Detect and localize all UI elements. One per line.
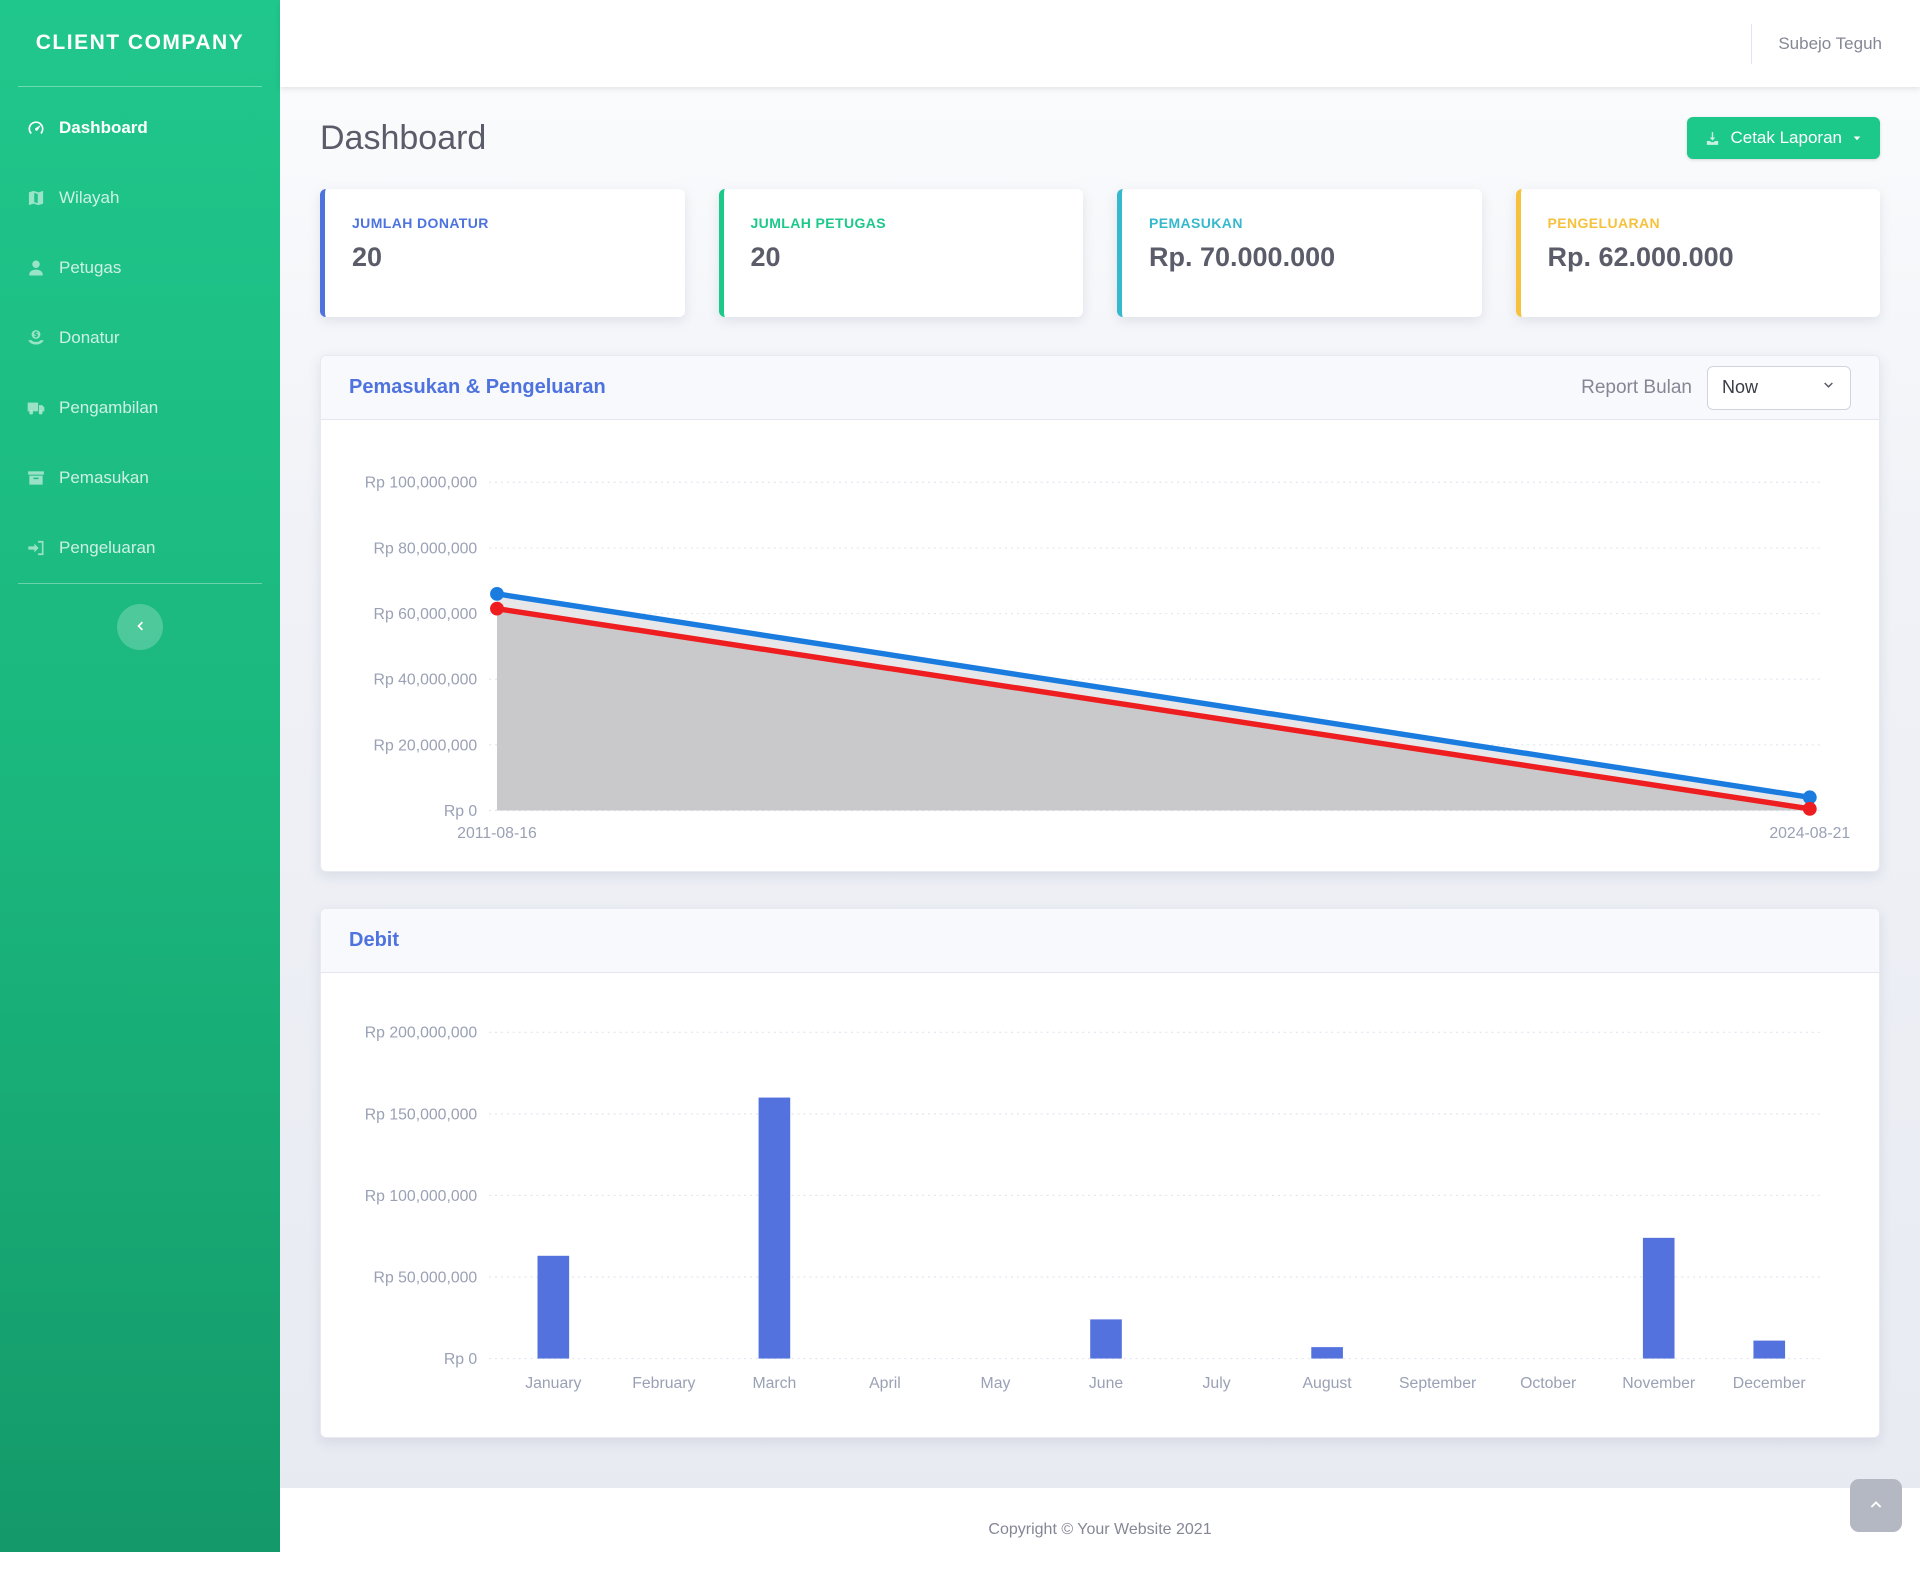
report-month-selected-value: Now (1722, 377, 1758, 398)
map-icon (26, 188, 46, 208)
sidebar-item-wilayah[interactable]: Wilayah (0, 163, 280, 233)
sign-in-icon (26, 538, 46, 558)
sidebar-item-label: Petugas (59, 258, 121, 278)
sidebar-item-pemasukan[interactable]: Pemasukan (0, 443, 280, 513)
topbar: Subejo Teguh (280, 0, 1920, 87)
sidebar-collapse-button[interactable] (117, 604, 163, 650)
main-column: Subejo Teguh Dashboard Cetak Laporan (280, 0, 1920, 1552)
svg-text:Rp 0: Rp 0 (444, 1351, 478, 1368)
brand[interactable]: CLIENT COMPANY (0, 0, 280, 86)
stat-card-value: 20 (751, 242, 1057, 273)
stat-card-pengeluaran: PENGELUARAN Rp. 62.000.000 (1516, 189, 1881, 317)
svg-text:Rp 80,000,000: Rp 80,000,000 (374, 540, 478, 557)
svg-text:January: January (525, 1375, 581, 1392)
download-icon (1704, 130, 1721, 147)
sidebar-item-label: Wilayah (59, 188, 119, 208)
chevron-up-icon (1867, 1495, 1885, 1516)
debit-bar-chart: Rp 0 Rp 50,000,000 Rp 100,000,000 Rp 150,00… (321, 973, 1879, 1438)
svg-text:Rp 200,000,000: Rp 200,000,000 (365, 1025, 478, 1042)
line-chart-card: Pemasukan & Pengeluaran Report Bulan Now… (320, 355, 1880, 872)
donate-icon (26, 328, 46, 348)
svg-text:Rp 20,000,000: Rp 20,000,000 (374, 737, 478, 754)
report-bulan-group: Report Bulan Now (1581, 366, 1851, 410)
stat-cards-row: JUMLAH DONATUR 20 JUMLAH PETUGAS 20 PEMA… (320, 189, 1880, 317)
svg-text:July: July (1203, 1375, 1231, 1392)
archive-icon (26, 468, 46, 488)
svg-text:Rp 100,000,000: Rp 100,000,000 (365, 475, 478, 492)
svg-text:September: September (1399, 1375, 1476, 1392)
sidebar-item-label: Dashboard (59, 118, 148, 138)
truck-icon (26, 398, 46, 418)
stat-card-label: PEMASUKAN (1149, 215, 1455, 231)
stat-card-value: Rp. 62.000.000 (1548, 242, 1854, 273)
sidebar-item-pengeluaran[interactable]: Pengeluaran (0, 513, 280, 583)
svg-text:Rp 0: Rp 0 (444, 803, 478, 820)
sidebar-item-label: Pemasukan (59, 468, 149, 488)
report-month-select[interactable]: Now (1707, 366, 1851, 410)
page-title: Dashboard (320, 119, 486, 158)
svg-text:2024-08-21: 2024-08-21 (1769, 825, 1850, 842)
svg-text:Rp 100,000,000: Rp 100,000,000 (365, 1188, 478, 1205)
svg-text:December: December (1733, 1375, 1806, 1392)
stat-card-label: JUMLAH DONATUR (352, 215, 658, 231)
bar-chart-title: Debit (349, 929, 399, 952)
cetak-laporan-label: Cetak Laporan (1730, 128, 1842, 148)
svg-text:November: November (1622, 1375, 1695, 1392)
footer: Copyright © Your Website 2021 (280, 1488, 1920, 1572)
svg-text:August: August (1303, 1375, 1353, 1392)
svg-text:2011-08-16: 2011-08-16 (457, 825, 537, 842)
sidebar-nav: Dashboard Wilayah Petugas Donatur Pengambila… (0, 87, 280, 583)
sidebar-item-label: Pengeluaran (59, 538, 155, 558)
bar-chart-card-header: Debit (321, 909, 1879, 973)
user-menu[interactable]: Subejo Teguh (1751, 24, 1882, 64)
footer-copyright: Copyright © Your Website 2021 (988, 1521, 1211, 1539)
sidebar-item-pengambilan[interactable]: Pengambilan (0, 373, 280, 443)
sidebar: CLIENT COMPANY Dashboard Wilayah Petugas Do… (0, 0, 280, 1552)
pemasukan-pengeluaran-line-chart: Rp 0 Rp 20,000,000 Rp 40,000,000 Rp 60,000,… (321, 420, 1879, 871)
svg-text:Rp 150,000,000: Rp 150,000,000 (365, 1106, 478, 1123)
stat-card-pemasukan: PEMASUKAN Rp. 70.000.000 (1117, 189, 1482, 317)
cetak-laporan-button[interactable]: Cetak Laporan (1687, 117, 1880, 159)
tachometer-icon (26, 118, 46, 138)
user-icon (26, 258, 46, 278)
report-bulan-label: Report Bulan (1581, 377, 1692, 399)
line-chart-card-header: Pemasukan & Pengeluaran Report Bulan Now (321, 356, 1879, 420)
scroll-to-top-button[interactable] (1850, 1479, 1902, 1532)
stat-card-jumlah-petugas: JUMLAH PETUGAS 20 (719, 189, 1084, 317)
svg-text:February: February (632, 1375, 695, 1392)
svg-text:June: June (1089, 1375, 1123, 1392)
svg-text:May: May (981, 1375, 1011, 1392)
sidebar-item-label: Pengambilan (59, 398, 158, 418)
svg-text:Rp 50,000,000: Rp 50,000,000 (374, 1269, 478, 1286)
caret-down-icon (1851, 132, 1863, 144)
content: Dashboard Cetak Laporan JUMLAH DONATUR 2… (280, 87, 1920, 1474)
chevron-left-icon (132, 618, 148, 637)
sidebar-item-donatur[interactable]: Donatur (0, 303, 280, 373)
stat-card-value: Rp. 70.000.000 (1149, 242, 1455, 273)
sidebar-item-dashboard[interactable]: Dashboard (0, 93, 280, 163)
topbar-divider (1751, 24, 1752, 64)
chevron-down-icon (1821, 377, 1836, 398)
page-head: Dashboard Cetak Laporan (320, 117, 1880, 159)
user-name: Subejo Teguh (1778, 34, 1882, 54)
line-chart-title: Pemasukan & Pengeluaran (349, 376, 606, 399)
stat-card-label: JUMLAH PETUGAS (751, 215, 1057, 231)
svg-text:Rp 60,000,000: Rp 60,000,000 (374, 606, 478, 623)
stat-card-jumlah-donatur: JUMLAH DONATUR 20 (320, 189, 685, 317)
svg-text:April: April (869, 1375, 901, 1392)
sidebar-collapse-wrap (0, 584, 280, 650)
svg-text:October: October (1520, 1375, 1576, 1392)
sidebar-item-petugas[interactable]: Petugas (0, 233, 280, 303)
svg-text:Rp 40,000,000: Rp 40,000,000 (374, 672, 478, 689)
stat-card-value: 20 (352, 242, 658, 273)
sidebar-item-label: Donatur (59, 328, 119, 348)
stat-card-label: PENGELUARAN (1548, 215, 1854, 231)
svg-text:March: March (752, 1375, 796, 1392)
